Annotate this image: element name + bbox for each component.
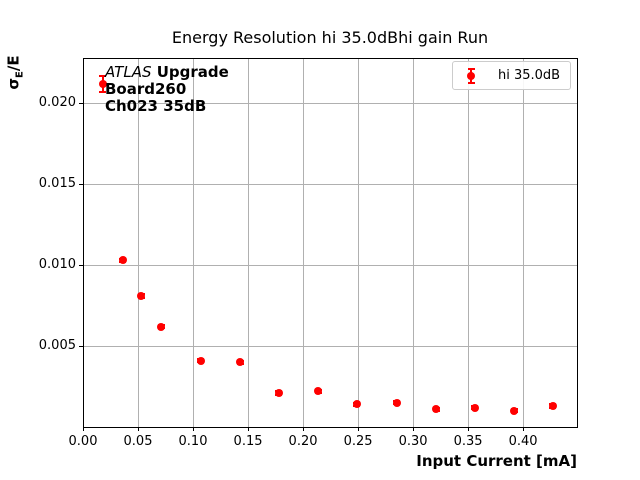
data-point — [510, 406, 519, 415]
x-tick-mark — [303, 427, 305, 431]
data-point — [196, 356, 205, 365]
grid-line-horizontal — [83, 184, 577, 186]
x-tick-mark — [248, 427, 250, 431]
x-tick-label: 0.05 — [123, 434, 153, 449]
data-point — [352, 400, 361, 409]
errorbar-marker-icon — [466, 67, 476, 85]
y-axis-label-sigma: σ — [4, 77, 23, 90]
x-tick-label: 0.40 — [508, 434, 538, 449]
x-tick-mark — [358, 427, 360, 431]
grid-line-vertical — [193, 58, 195, 427]
y-axis-label: σE/E — [4, 41, 26, 105]
chart-title: Energy Resolution hi 35.0dBhi gain Run — [171, 28, 489, 47]
annotation-line-3: Ch023 35dB — [105, 97, 207, 115]
grid-line-horizontal — [83, 103, 577, 105]
y-tick-label: 0.020 — [38, 95, 76, 111]
annotation-text: ATLAS Upgrade Board260 Ch023 35dB — [105, 64, 229, 115]
grid-line-vertical — [468, 58, 470, 427]
y-axis-label-subscript: E — [14, 71, 26, 78]
annotation-upgrade: Upgrade — [151, 63, 229, 81]
x-tick-mark — [83, 427, 84, 431]
grid-line-horizontal — [83, 346, 577, 348]
x-tick-label: 0.10 — [178, 434, 208, 449]
x-tick-label: 0.00 — [68, 434, 98, 449]
grid-line-horizontal — [83, 265, 577, 267]
data-point — [470, 403, 479, 412]
data-point — [157, 322, 166, 331]
data-point — [98, 79, 107, 88]
data-point — [118, 256, 127, 265]
y-tick-label: 0.015 — [38, 176, 76, 192]
x-tick-mark — [413, 427, 415, 431]
error-bar-cap-bottom — [99, 90, 107, 93]
y-tick-mark — [79, 346, 83, 348]
x-tick-label: 0.20 — [288, 434, 318, 449]
grid-line-vertical — [303, 58, 305, 427]
data-point — [314, 387, 323, 396]
annotation-atlas: ATLAS — [105, 63, 152, 81]
grid-line-vertical — [358, 58, 360, 427]
annotation-line-1: ATLAS Upgrade — [105, 64, 229, 81]
data-point — [392, 398, 401, 407]
legend-entry-label: hi 35.0dB — [498, 68, 561, 83]
data-point — [137, 291, 146, 300]
error-bar-cap-top — [99, 74, 107, 77]
grid-line-vertical — [138, 58, 139, 427]
legend-box: hi 35.0dB — [452, 61, 571, 90]
data-point — [548, 401, 557, 410]
y-tick-mark — [79, 184, 83, 186]
y-tick-mark — [79, 265, 83, 267]
x-tick-mark — [138, 427, 139, 431]
y-tick-label: 0.005 — [38, 338, 76, 354]
x-tick-mark — [193, 427, 195, 431]
grid-line-vertical — [523, 58, 525, 427]
grid-line-vertical — [248, 58, 250, 427]
x-axis-label: Input Current [mA] — [416, 452, 577, 470]
plot-area — [83, 58, 578, 428]
data-point — [236, 358, 245, 367]
x-tick-label: 0.30 — [398, 434, 428, 449]
x-tick-mark — [468, 427, 470, 431]
annotation-line-2: Board260 — [105, 80, 187, 98]
grid-line-vertical — [413, 58, 415, 427]
x-tick-label: 0.25 — [343, 434, 373, 449]
data-point — [432, 405, 441, 414]
y-axis-label-rest: /E — [4, 55, 23, 72]
x-tick-label: 0.15 — [233, 434, 263, 449]
y-tick-mark — [79, 103, 83, 105]
y-tick-label: 0.010 — [38, 257, 76, 273]
x-tick-label: 0.35 — [453, 434, 483, 449]
data-point — [274, 389, 283, 397]
x-tick-mark — [523, 427, 525, 431]
